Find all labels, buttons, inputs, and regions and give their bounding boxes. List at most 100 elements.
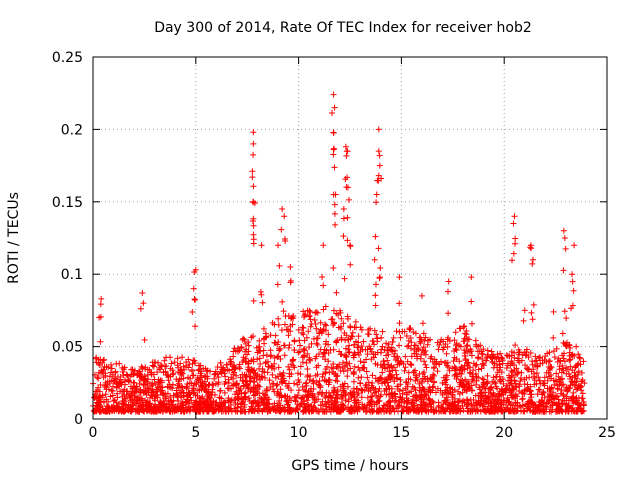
- data-point: [317, 319, 324, 326]
- data-point: [519, 351, 526, 358]
- data-point: [139, 407, 146, 414]
- data-point: [141, 336, 148, 343]
- data-point: [369, 393, 376, 400]
- data-point: [193, 381, 200, 388]
- data-point: [444, 362, 451, 369]
- data-point: [372, 233, 379, 240]
- data-point: [298, 395, 305, 402]
- data-point: [175, 380, 182, 387]
- data-point: [347, 261, 354, 268]
- data-point: [334, 372, 341, 379]
- data-point: [541, 382, 548, 389]
- data-point: [197, 379, 204, 386]
- data-point: [248, 375, 255, 382]
- data-point: [478, 365, 485, 372]
- data-point: [286, 408, 293, 415]
- data-point: [343, 345, 350, 352]
- data-point: [298, 395, 305, 402]
- data-point: [580, 358, 587, 365]
- data-point: [498, 385, 505, 392]
- data-point: [570, 389, 577, 396]
- data-point: [102, 379, 109, 386]
- data-point: [336, 348, 343, 355]
- data-point: [372, 302, 379, 309]
- data-point: [141, 377, 148, 384]
- data-point: [97, 402, 104, 409]
- data-point: [199, 384, 206, 391]
- data-point: [379, 328, 386, 335]
- data-point: [492, 373, 499, 380]
- data-point: [320, 306, 327, 313]
- data-point: [346, 349, 353, 356]
- data-point: [554, 386, 561, 393]
- data-point: [563, 315, 570, 322]
- data-point: [358, 342, 365, 349]
- data-point: [490, 353, 497, 360]
- data-point: [405, 397, 412, 404]
- data-point: [319, 371, 326, 378]
- data-point: [250, 140, 257, 147]
- data-point: [310, 386, 317, 393]
- data-point: [299, 383, 306, 390]
- data-point: [322, 321, 329, 328]
- data-point: [484, 399, 491, 406]
- data-point: [412, 397, 419, 404]
- data-point: [340, 359, 347, 366]
- data-point: [426, 396, 433, 403]
- data-point: [558, 400, 565, 407]
- data-point: [535, 386, 542, 393]
- data-point: [574, 385, 581, 392]
- data-point: [234, 401, 241, 408]
- chart-title: Day 300 of 2014, Rate Of TEC Index for r…: [154, 20, 532, 36]
- data-point: [306, 313, 313, 320]
- data-point: [484, 353, 491, 360]
- data-point: [575, 368, 582, 375]
- data-point: [183, 385, 190, 392]
- data-point: [192, 398, 199, 405]
- data-point: [569, 271, 576, 278]
- data-point: [250, 231, 257, 238]
- data-point: [414, 355, 421, 362]
- data-point: [398, 396, 405, 403]
- data-point: [509, 257, 516, 264]
- data-point: [337, 325, 344, 332]
- data-point: [236, 361, 243, 368]
- data-point: [236, 387, 243, 394]
- data-point: [192, 323, 199, 330]
- data-point: [455, 407, 462, 414]
- data-point: [465, 380, 472, 387]
- data-point: [355, 404, 362, 411]
- data-point: [158, 379, 165, 386]
- data-point: [385, 398, 392, 405]
- data-point: [360, 338, 367, 345]
- data-point: [311, 317, 318, 324]
- data-point: [416, 393, 423, 400]
- data-point: [450, 358, 457, 365]
- data-point: [177, 389, 184, 396]
- data-point: [521, 307, 528, 314]
- data-point: [334, 378, 341, 385]
- data-point: [322, 356, 329, 363]
- data-point: [301, 337, 308, 344]
- data-point: [405, 408, 412, 415]
- data-point: [412, 342, 419, 349]
- data-point: [529, 260, 536, 267]
- data-point: [357, 358, 364, 365]
- y-axis-label: ROTI / TECUs: [6, 192, 22, 284]
- data-point: [345, 336, 352, 343]
- data-point: [330, 321, 337, 328]
- data-point: [215, 379, 222, 386]
- data-point: [217, 387, 224, 394]
- data-point: [406, 325, 413, 332]
- data-point: [519, 395, 526, 402]
- data-point: [281, 392, 288, 399]
- data-point: [373, 191, 380, 198]
- data-point: [347, 365, 354, 372]
- data-point: [421, 337, 428, 344]
- data-point: [454, 398, 461, 405]
- data-point: [275, 339, 282, 346]
- data-points-layer: [90, 91, 588, 415]
- data-point: [372, 351, 379, 358]
- data-point: [300, 346, 307, 353]
- data-point: [372, 281, 379, 288]
